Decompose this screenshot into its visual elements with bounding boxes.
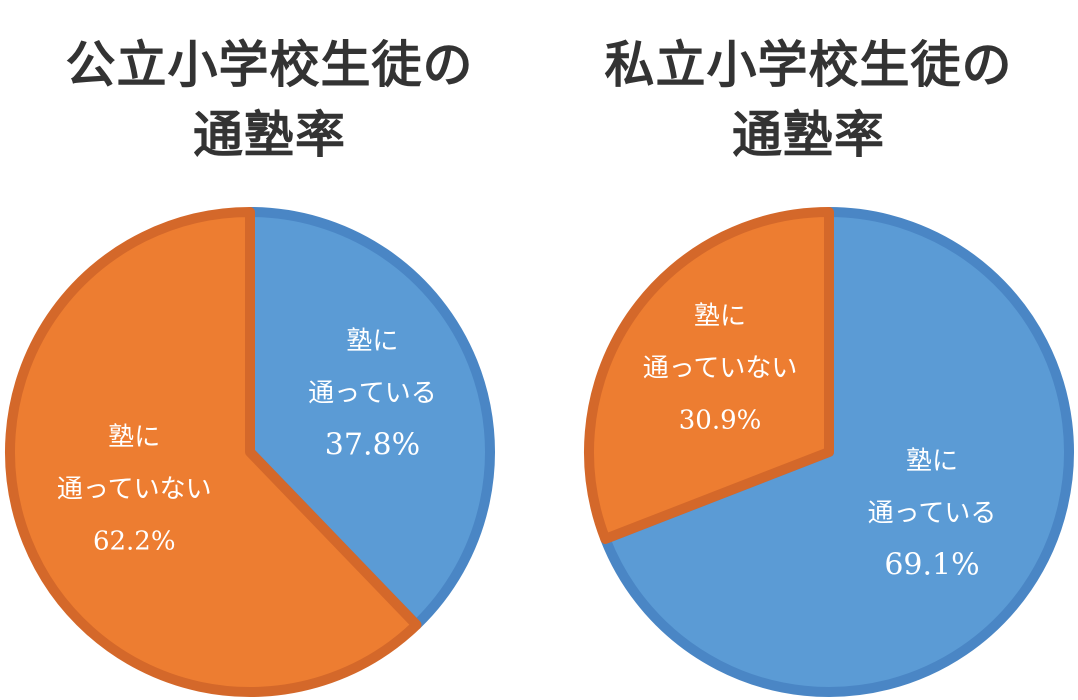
slice-category-label: 塾に	[346, 327, 398, 357]
private-school-chart: 私立小学校生徒の 通塾率 塾に 通っている 69.1% 塾に 通っていない 30.9%	[539, 0, 1078, 700]
chart-title-line-2: 通塾率	[732, 106, 885, 164]
pie-slice	[584, 207, 834, 544]
chart-title: 私立小学校生徒の 通塾率	[539, 30, 1078, 170]
public-school-chart: 公立小学校生徒の 通塾率 塾に 通っている 37.8% 塾に 通っていない 62.2%	[0, 30, 539, 697]
pie-slice	[600, 207, 1074, 697]
slice-value-label: 30.9%	[679, 405, 762, 435]
slice-category-label: 通っている	[308, 379, 437, 409]
slice-value-label: 69.1%	[884, 547, 979, 582]
slice-category-label: 塾に	[906, 446, 958, 476]
chart-title-line-1: 私立小学校生徒の	[604, 36, 1013, 94]
chart-title-line-2: 通塾率	[193, 106, 346, 164]
slice-category-label: 塾に	[108, 423, 160, 453]
slice-category-label: 通っていない	[57, 475, 212, 505]
pie-slice	[5, 207, 422, 697]
pie-slice	[245, 207, 495, 630]
slice-category-label: 塾に	[694, 301, 746, 331]
slice-category-label: 通っている	[868, 498, 997, 528]
slice-value-label: 62.2%	[93, 527, 176, 557]
chart-title: 公立小学校生徒の 通塾率	[0, 30, 539, 170]
slice-category-label: 通っていない	[643, 353, 798, 383]
slice-value-label: 37.8%	[325, 428, 420, 463]
chart-title-line-1: 公立小学校生徒の	[65, 36, 474, 94]
